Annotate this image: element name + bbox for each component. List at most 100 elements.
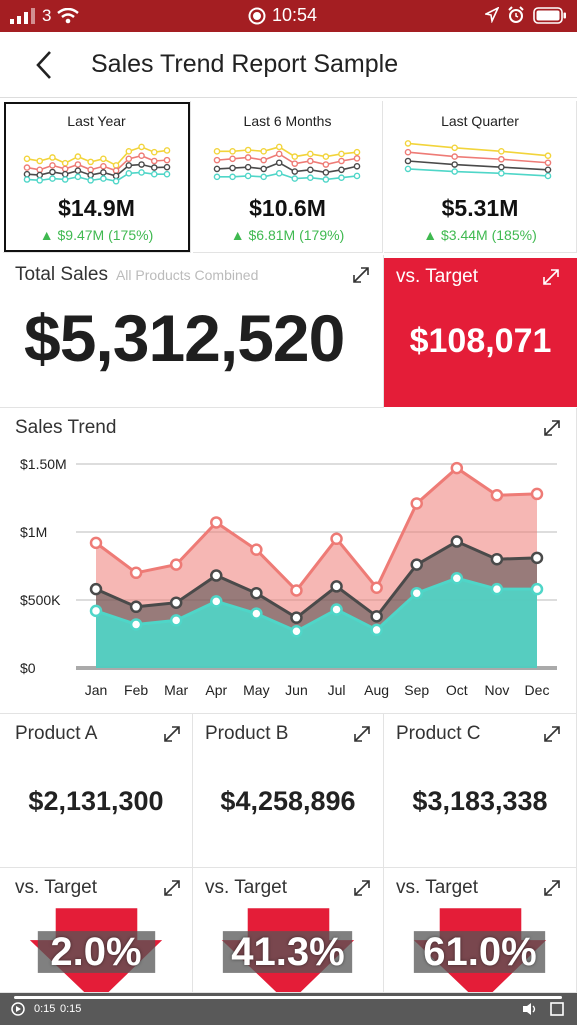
data-point[interactable] [89,536,103,550]
data-point[interactable] [330,603,343,616]
sparkline-series [216,153,358,166]
fullscreen-icon[interactable] [550,1002,564,1016]
data-point[interactable] [410,586,423,600]
data-point[interactable] [250,586,263,600]
x-tick-label: May [243,682,269,698]
data-point[interactable] [490,582,504,596]
product-a-target-tile[interactable]: vs. Target 2.0% [0,868,193,993]
data-point[interactable] [89,604,103,618]
period-delta: ▲ $9.47M (175%) [39,227,154,243]
product-name: Product C [396,723,481,744]
volume-icon[interactable] [522,1002,538,1016]
video-scrubber[interactable] [14,996,562,999]
product-c-tile[interactable]: Product C $3,183,338 [384,714,577,868]
product-c-target-tile[interactable]: vs. Target 61.0% [384,868,577,993]
sparkline-point [36,171,44,179]
sparkline-point [544,172,552,180]
data-point[interactable] [290,625,303,638]
sparkline-point [244,154,252,161]
back-chevron-icon[interactable] [30,48,60,82]
sparkline-point [404,157,412,165]
expand-icon[interactable] [163,879,181,897]
sparkline-point [404,165,412,173]
data-point[interactable] [490,552,504,566]
sparkline-series [217,172,358,181]
expand-icon[interactable] [352,266,370,284]
product-b-target-tile[interactable]: vs. Target 41.3% [193,868,384,993]
vs-target-tile[interactable]: vs. Target $108,071 [384,258,577,407]
expand-icon[interactable] [543,879,561,897]
battery-icon [533,6,566,24]
nav-header: Sales Trend Report Sample [0,32,577,98]
x-tick-label: Jul [328,682,346,698]
sparkline-point [260,165,267,173]
period-label: Last Year [67,113,126,129]
data-point[interactable] [89,582,103,596]
data-point[interactable] [210,569,223,582]
sparkline-point [74,173,82,181]
expand-icon[interactable] [542,268,560,286]
sparkline-point [125,148,133,155]
sparkline-point [353,172,361,180]
sparkline-point [150,148,158,156]
data-point[interactable] [250,607,263,620]
data-point[interactable] [490,489,504,502]
expand-icon[interactable] [353,879,371,897]
data-point[interactable] [330,580,343,593]
data-point[interactable] [290,584,303,597]
expand-icon[interactable] [163,725,181,743]
data-point[interactable] [330,532,343,546]
series-line [95,576,537,633]
data-point[interactable] [530,487,544,501]
data-point[interactable] [370,623,383,637]
sparkline-series [407,151,549,164]
data-point[interactable] [450,571,464,585]
sales-trend-tile[interactable]: Sales Trend $0 $500K $1M $1.50M Jan Feb Mar Apr… [0,408,577,714]
data-point[interactable] [450,461,464,475]
data-point[interactable] [410,558,423,571]
sparkline-point [322,176,330,183]
data-point[interactable] [129,566,143,580]
vs-target-title: vs. Target [396,266,479,287]
data-point[interactable] [210,595,223,608]
product-a-tile[interactable]: Product A $2,131,300 [0,714,193,868]
data-point[interactable] [129,618,143,631]
sparkline-point [260,156,267,164]
data-point[interactable] [410,497,423,510]
sparkline-point [112,162,120,169]
replay-icon[interactable] [10,1001,26,1017]
data-point[interactable] [250,543,263,556]
data-point[interactable] [530,582,544,596]
sparkline-point [213,165,221,173]
data-point[interactable] [290,611,303,624]
x-tick-label: Oct [446,682,468,698]
total-sales-tile[interactable]: Total Sales All Products Combined [0,255,384,408]
screen-record-icon [248,7,266,24]
sparkline-point [87,171,94,179]
sparkline-point [87,158,94,166]
data-point[interactable] [169,558,183,571]
data-point[interactable] [169,614,183,627]
product-b-tile[interactable]: Product B $4,258,896 [193,714,384,868]
data-point[interactable] [169,596,183,609]
vs-target-percent: 2.0% [50,930,142,974]
period-tile-last-quarter[interactable]: Last Quarter $5.31M ▲ $3.44M (185%) [384,101,577,253]
expand-icon[interactable] [353,725,371,743]
data-point[interactable] [370,581,383,595]
sparkline-point [23,155,31,163]
data-point[interactable] [210,516,223,529]
expand-icon[interactable] [543,725,561,743]
expand-icon[interactable] [543,419,561,437]
data-point[interactable] [450,535,464,548]
period-tile-last-year[interactable]: Last Year $14.9M ▲ $9.47M (175%) [3,101,191,253]
data-point[interactable] [370,610,383,623]
x-tick-label: Aug [364,682,389,698]
data-point[interactable] [530,551,544,565]
data-point[interactable] [129,600,143,614]
sparkline-point [87,166,94,174]
sparkline-point [291,168,299,175]
sparkline-point [291,153,299,160]
down-arrow-icon [413,908,547,992]
period-tile-last-6-months[interactable]: Last 6 Months $10.6M ▲ $6.81M (179%) [193,101,383,253]
vs-target-percent: 61.0% [423,930,537,974]
